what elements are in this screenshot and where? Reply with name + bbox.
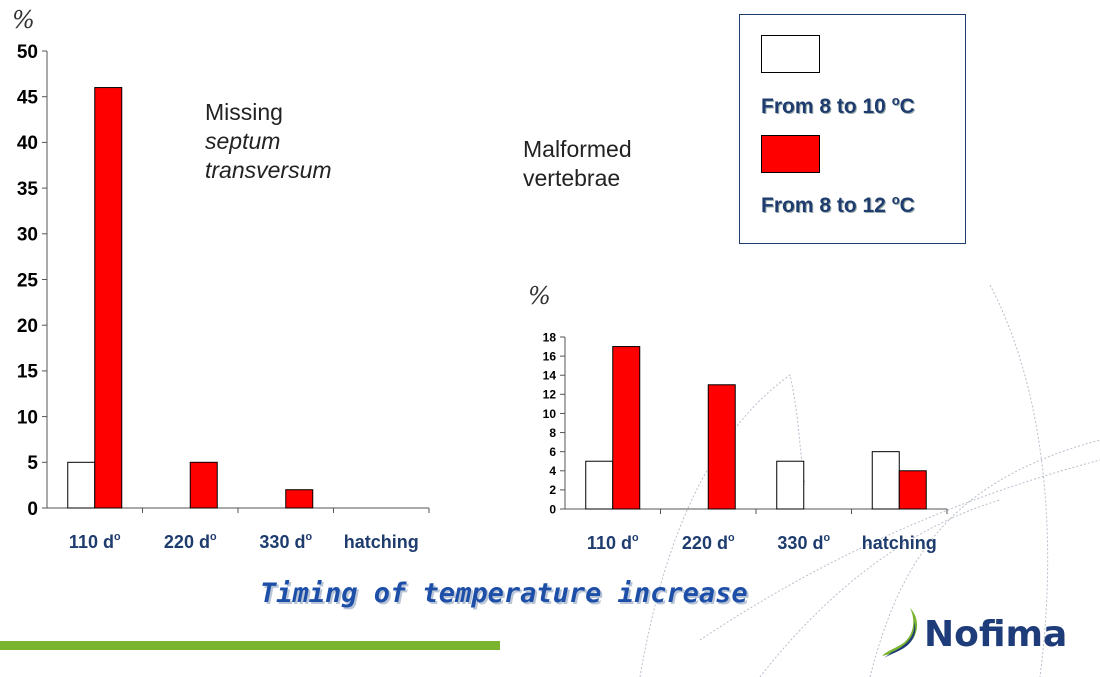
y-tick-label: 0: [549, 502, 556, 516]
y-tick-label: 18: [543, 330, 557, 344]
decor-curve-1: [639, 374, 806, 677]
decor-curve-0: [989, 284, 1049, 677]
background-decoration: [639, 284, 1100, 677]
decor-curve-2: [869, 439, 1100, 677]
y-tick-label: 25: [17, 270, 39, 291]
x-tick-label: hatching: [862, 533, 937, 553]
y-tick-label: 2: [549, 483, 556, 497]
legend-swatch-red: [761, 135, 820, 173]
decor-curve-3: [699, 459, 1100, 641]
legend-label-8-to-10: From 8 to 10 oC: [761, 93, 915, 118]
nofima-leaf-icon: [882, 608, 918, 658]
bar-red-1: [189, 461, 218, 509]
chart-missing-septum: 0 5 10 15 20 25 30 35 40 45 50 110 do 220 do 330 do ha…: [17, 42, 430, 552]
y-tick-label: 35: [17, 179, 39, 200]
y-tick-label: 8: [549, 426, 556, 440]
y-tick-label: 15: [17, 362, 39, 383]
annotation-septum: septum: [205, 128, 281, 154]
y-tick-label: 45: [17, 88, 39, 109]
y-tick-label: 6: [549, 445, 556, 459]
x-tick-label: 330 do: [259, 531, 312, 552]
y-tick-label: 10: [17, 407, 38, 428]
nofima-logo-text: Nofima: [924, 614, 1068, 655]
y-tick-label: 4: [549, 464, 556, 478]
y-tick-label: 16: [543, 349, 557, 363]
annotation-missing: Missing: [205, 99, 283, 125]
chart-legend: From 8 to 10 oC From 8 to 12 oC: [739, 14, 966, 244]
footer-green-bar: [0, 641, 500, 650]
y-tick-label: 10: [543, 407, 557, 421]
bar-red-0: [94, 87, 123, 509]
y-tick-label: 12: [543, 388, 557, 402]
y-tick-label: 14: [543, 369, 557, 383]
bar-white-0: [585, 460, 614, 510]
y-tick-label: 40: [17, 133, 38, 154]
bar-white-2: [776, 460, 805, 510]
bar-white-0: [67, 461, 96, 509]
y-tick-label: 20: [17, 316, 38, 337]
left-chart-annotation: Missing septum transversum: [205, 98, 332, 185]
bar-red-2: [285, 489, 314, 509]
x-tick-label: 330 do: [777, 532, 830, 553]
x-tick-label: 220 do: [164, 531, 217, 552]
bar-red-1: [707, 384, 736, 510]
bar-white-3: [871, 451, 900, 510]
legend-swatch-white: [761, 35, 820, 73]
decor-curve-4: [759, 499, 1001, 677]
right-chart-y-axis-label: %: [528, 282, 551, 310]
annotation-vertebrae: vertebrae: [523, 165, 621, 191]
x-axis-common-title: Timing of temperature increase: [260, 578, 748, 609]
bar-red-0: [612, 346, 641, 510]
annotation-malformed: Malformed: [523, 136, 632, 162]
annotation-transversum: transversum: [205, 157, 332, 183]
bar-red-3: [898, 470, 927, 510]
x-tick-label: 110 do: [69, 531, 121, 552]
y-tick-label: 0: [27, 499, 38, 520]
x-tick-label: 110 do: [587, 532, 639, 553]
nofima-logo: Nofima: [880, 606, 1070, 662]
left-chart-y-axis-label: %: [12, 6, 35, 34]
y-tick-label: 5: [27, 453, 38, 474]
right-chart-annotation: Malformed vertebrae: [523, 135, 632, 193]
y-tick-label: 30: [17, 225, 38, 246]
chart-malformed-vertebrae: 0 2 4 6 8 10 12 14 16 18 110 do 220 do 330 do hatchin…: [543, 330, 948, 553]
y-tick-label: 50: [17, 42, 38, 63]
x-tick-label: 220 do: [682, 532, 735, 553]
x-tick-label: hatching: [344, 532, 419, 552]
legend-label-8-to-12: From 8 to 12 oC: [761, 192, 915, 217]
